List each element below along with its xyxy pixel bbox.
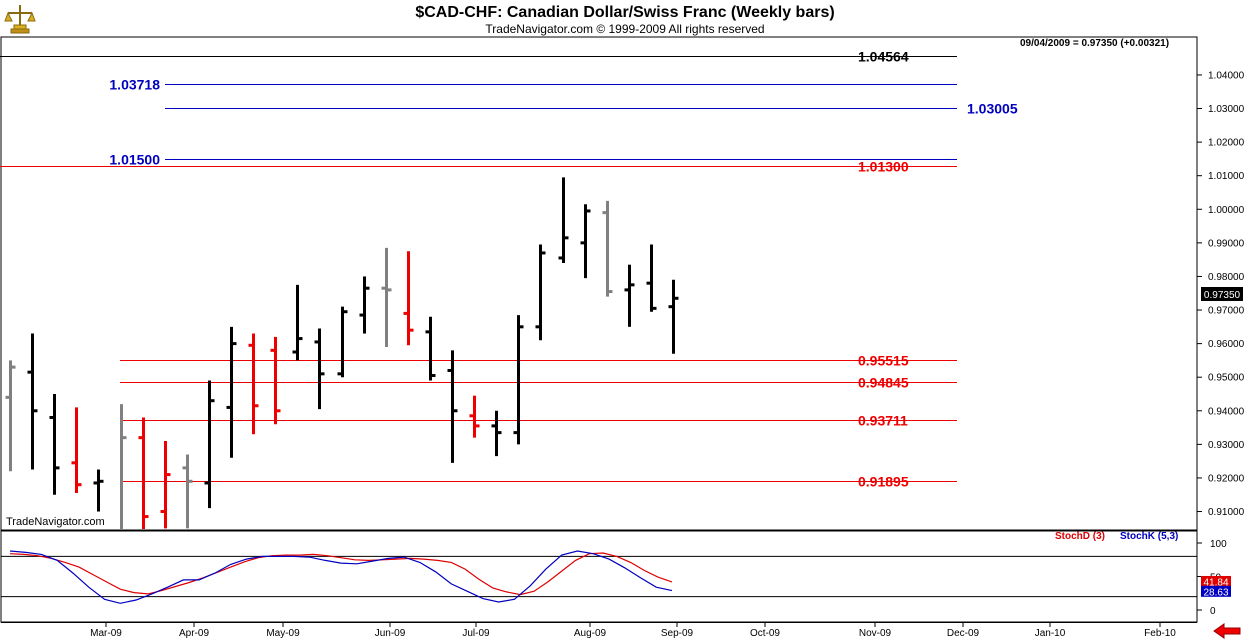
last-price-label: 0.97350 [1204, 290, 1241, 301]
stochd-value-tag [1201, 575, 1231, 587]
ohlc-bar [425, 316, 436, 381]
stoch-axis-label: 100 [1210, 539, 1227, 550]
y-tick-label: 0.95000 [1208, 373, 1245, 384]
level-label: 1.01300 [858, 159, 909, 175]
y-tick-label: 0.99000 [1208, 238, 1245, 249]
ohlc-bar [93, 469, 104, 512]
level-label: 1.01500 [109, 152, 160, 168]
last-price-tag [1201, 287, 1243, 301]
x-tick-label: Apr-09 [179, 628, 209, 639]
x-tick-label: Oct-09 [750, 628, 780, 639]
level-label: 1.04564 [858, 49, 909, 65]
y-tick-label: 0.96000 [1208, 339, 1245, 350]
ohlc-bar [49, 393, 60, 495]
ohlc-bar [580, 204, 591, 279]
stochd-legend: StochD (3) [1055, 531, 1105, 542]
level-label: 1.03718 [109, 77, 160, 93]
ohlc-bar [624, 264, 635, 327]
x-tick-label: Aug-09 [574, 628, 607, 639]
stochk-legend: StochK (5,3) [1120, 531, 1179, 542]
watermark: TradeNavigator.com [6, 516, 105, 528]
price-readout: 09/04/2009 = 0.97350 (+0.00321) [1020, 38, 1170, 49]
ohlc-bar [182, 454, 193, 529]
y-tick-label: 1.02000 [1208, 138, 1245, 149]
x-tick-label: Feb-10 [1144, 628, 1176, 639]
ohlc-bar [204, 380, 215, 509]
ohlc-bar [160, 441, 171, 529]
price-levels: 1.04564 1.03718 1.03005 1.01500 1.01300 0.955… [0, 49, 1018, 490]
level-label: 0.91895 [858, 474, 909, 490]
x-tick-label: Mar-09 [90, 628, 122, 639]
y-tick-label: 0.92000 [1208, 473, 1245, 484]
y-tick-label: 1.00000 [1208, 205, 1245, 216]
chart-title: $CAD-CHF: Canadian Dollar/Swiss Franc (W… [415, 4, 835, 21]
ohlc-bar [27, 333, 38, 470]
ohlc-bar [71, 407, 82, 494]
stochk-value: 28.63 [1203, 587, 1228, 598]
x-axis: Mar-09 Apr-09 May-09 Jun-09 Jul-09 Aug-09 Sep-… [1, 622, 1197, 639]
ohlc-bar [646, 244, 657, 312]
ohlc-bar [337, 306, 348, 378]
ohlc-bar [248, 333, 259, 435]
ohlc-bar [359, 276, 370, 334]
ohlc-bar [138, 417, 149, 529]
x-tick-label: Dec-09 [947, 628, 980, 639]
stoch-axis-label: 0 [1210, 606, 1216, 617]
ohlc-bar [469, 395, 480, 438]
ohlc-bar [513, 315, 524, 445]
ohlc-bar [558, 177, 569, 264]
stochk-line [9, 550, 673, 604]
x-tick-label: May-09 [266, 628, 300, 639]
x-tick-label: Jul-09 [462, 628, 490, 639]
y-tick-label: 0.91000 [1208, 507, 1245, 518]
stochd-line [9, 552, 673, 596]
x-tick-label: Sep-09 [661, 628, 694, 639]
ohlc-bar [602, 200, 613, 297]
trade-navigator-logo [4, 3, 36, 35]
ohlc-bar [270, 336, 281, 425]
ohlc-bar [226, 326, 237, 458]
level-label: 0.94845 [858, 375, 909, 391]
y-tick-label: 0.93000 [1208, 440, 1245, 451]
level-label: 0.95515 [858, 353, 909, 369]
y-tick-label: 1.04000 [1208, 70, 1245, 81]
scroll-left-arrow-icon[interactable] [1212, 623, 1242, 639]
ohlc-bars [5, 177, 679, 529]
y-axis: 1.04000 1.03000 1.02000 1.01000 1.00000 0.990… [1197, 70, 1245, 518]
y-tick-label: 0.97000 [1208, 306, 1245, 317]
x-tick-label: Jun-09 [375, 628, 406, 639]
y-tick-label: 0.98000 [1208, 272, 1245, 283]
ohlc-bar [668, 279, 679, 354]
y-tick-label: 1.01000 [1208, 171, 1245, 182]
y-tick-label: 1.03000 [1208, 104, 1245, 115]
chart-subtitle: TradeNavigator.com © 1999-2009 All right… [485, 22, 765, 36]
ohlc-bar [120, 404, 127, 529]
ohlc-bar [491, 410, 502, 457]
ohlc-bar [403, 251, 414, 346]
y-tick-label: 0.94000 [1208, 406, 1245, 417]
x-tick-label: Nov-09 [859, 628, 892, 639]
ohlc-bar [5, 360, 16, 472]
level-label: 0.93711 [858, 413, 908, 429]
stochd-value: 41.84 [1203, 577, 1228, 588]
x-tick-label: Jan-10 [1035, 628, 1066, 639]
ohlc-bar [381, 247, 392, 347]
stochk-value-tag [1201, 585, 1231, 597]
ohlc-bar [535, 244, 546, 341]
level-label: 1.03005 [967, 101, 1018, 117]
ohlc-bar [314, 328, 325, 410]
indicator-panel-border [0, 530, 1198, 623]
ohlc-bar [292, 284, 303, 361]
ohlc-bar [447, 350, 458, 463]
